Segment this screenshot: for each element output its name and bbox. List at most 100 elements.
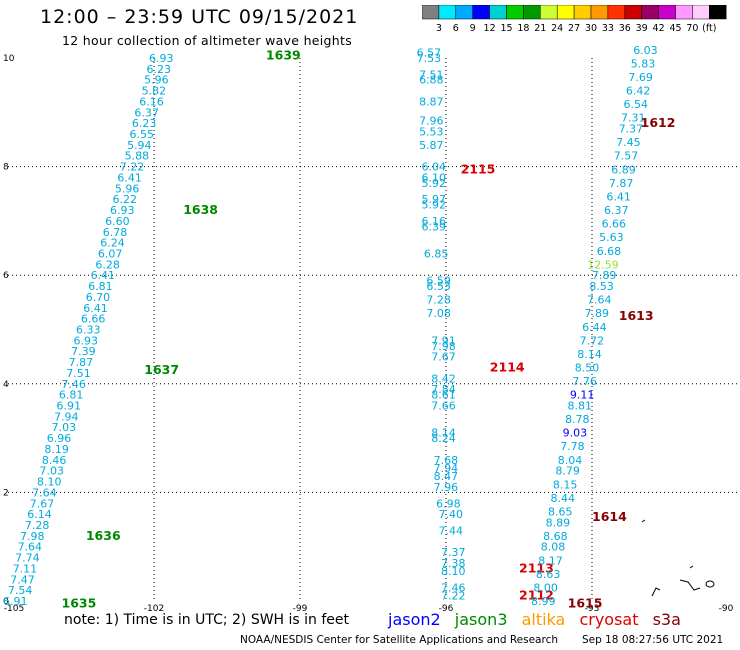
swh-value-label: 7.84 xyxy=(431,383,456,396)
pass-id-label: 1635 xyxy=(62,596,97,611)
swh-value-label: 6.07 xyxy=(98,247,123,260)
swh-value-label: 7.28 xyxy=(25,519,50,532)
swh-value-label: 5.87 xyxy=(419,139,444,152)
x-tick-label: -96 xyxy=(439,604,454,612)
swh-value-label: 8.81 xyxy=(568,400,593,413)
swh-value-label: 5.53 xyxy=(419,125,444,138)
y-tick-label: 6 xyxy=(3,271,9,281)
swh-value-label: 6.23 xyxy=(147,63,172,76)
swh-value-label: 6.53 xyxy=(426,280,451,293)
swh-value-label: 6.85 xyxy=(424,247,449,260)
pass-id-label: 2112 xyxy=(519,588,554,603)
swh-value-label: 6.39 xyxy=(422,220,447,233)
swh-value-label: 6.98 xyxy=(436,497,461,510)
swh-value-label: 7.68 xyxy=(434,454,459,467)
swh-value-label: 8.47 xyxy=(434,470,459,483)
swh-value-label: 5.82 xyxy=(142,85,167,98)
swh-value-label: 6.70 xyxy=(86,291,111,304)
pass-id-label: 2114 xyxy=(490,360,525,375)
swh-value-label: 7.94 xyxy=(54,410,79,423)
swh-value-label: 5.63 xyxy=(599,231,624,244)
x-tick-label: -105 xyxy=(4,604,24,612)
colorbar-label: 15 xyxy=(500,23,512,34)
swh-value-label: 7.54 xyxy=(8,584,33,597)
swh-value-label: 8.10 xyxy=(441,565,466,578)
swh-value-label: 6.42 xyxy=(626,85,651,98)
x-tick-label: -90 xyxy=(719,604,734,612)
swh-value-label: 8.44 xyxy=(550,492,575,505)
swh-value-label: 7.74 xyxy=(15,552,40,565)
swh-value-label: 8.17 xyxy=(538,554,563,567)
colorbar: 3 6 9 12 15 18 21 24 27 30 33 36 39 42 45 70 (ft) xyxy=(422,5,727,34)
swh-value-label: 8.65 xyxy=(548,505,573,518)
swh-value-label: 6.93 xyxy=(149,52,174,65)
swh-value-label: 5.94 xyxy=(127,139,152,152)
swh-value-label: 6.96 xyxy=(47,432,72,445)
pass-id-label: 1637 xyxy=(144,362,179,377)
y-tick-label: 8 xyxy=(3,163,9,173)
swh-value-label: 8.87 xyxy=(419,95,444,108)
swh-value-label: 8.19 xyxy=(44,443,69,456)
coastline xyxy=(651,587,661,597)
swh-value-label: 8.42 xyxy=(431,372,456,385)
swh-value-label: 7.44 xyxy=(439,524,464,537)
swh-value-label: 6.16 xyxy=(422,215,447,228)
swh-value-label: 7.45 xyxy=(616,136,641,149)
footer-note: note: 1) Time is in UTC; 2) SWH is in fe… xyxy=(64,612,350,628)
colorbar-label: 6 xyxy=(453,23,459,34)
swh-value-label: 7.98 xyxy=(20,530,45,543)
swh-value-label: 8.04 xyxy=(558,454,583,467)
swh-value-label: 6.22 xyxy=(112,193,137,206)
swh-value-label: 5.92 xyxy=(422,177,447,190)
swh-value-label: 7.40 xyxy=(439,508,464,521)
swh-value-label: 7.66 xyxy=(431,400,456,413)
y-tick-label: 4 xyxy=(3,380,9,390)
colorbar-label: 42 xyxy=(653,23,665,34)
swh-value-label: 7.37 xyxy=(441,546,466,559)
swh-value-label: 7.22 xyxy=(441,590,466,603)
y-tick-label: 10 xyxy=(3,54,15,64)
y-tick-label: 0 xyxy=(3,597,9,607)
swh-value-label: 6.93 xyxy=(74,334,99,347)
swh-value-label: 6.93 xyxy=(110,204,135,217)
swh-value-label: 7.31 xyxy=(621,112,646,125)
swh-value-label: 8.24 xyxy=(431,432,456,445)
swh-value-label: 6.41 xyxy=(606,190,631,203)
colorbar-label: (ft) xyxy=(702,23,716,34)
swh-value-label: 6.14 xyxy=(27,508,52,521)
coastline xyxy=(679,579,701,591)
colorbar-label: 45 xyxy=(669,23,681,34)
swh-value-label: 8.99 xyxy=(531,595,556,608)
swh-value-label: 6.66 xyxy=(602,218,627,231)
swh-value-label: 7.08 xyxy=(426,307,451,320)
swh-value-label: 8.79 xyxy=(555,465,580,478)
swh-value-label: 7.51 xyxy=(419,68,444,81)
swh-value-label: 6.24 xyxy=(100,237,125,250)
colorbar-label: 24 xyxy=(551,23,563,34)
colorbar-label: 3 xyxy=(436,23,442,34)
pass-id-label: 1612 xyxy=(641,115,676,130)
swh-value-label: 7.91 xyxy=(431,334,456,347)
swh-value-label: 6.41 xyxy=(91,269,116,282)
legend-s3a: s3a xyxy=(652,610,681,629)
swh-value-label: 7.03 xyxy=(52,421,77,434)
swh-value-label: 7.37 xyxy=(619,123,644,136)
colorbar-label: 9 xyxy=(470,23,476,34)
swh-value-label: 6.91 xyxy=(3,595,28,608)
swh-value-label: 7.53 xyxy=(417,52,442,65)
swh-value-label: 6.81 xyxy=(59,389,84,402)
swh-value-label: 6.44 xyxy=(582,321,607,334)
pass-id-label: 1613 xyxy=(619,308,654,323)
x-tick-label: -102 xyxy=(144,604,164,612)
swh-value-label: 7.11 xyxy=(13,562,38,575)
coastline xyxy=(689,565,694,569)
swh-value-label: 6.37 xyxy=(134,106,159,119)
swh-value-label: 6.78 xyxy=(103,226,128,239)
swh-value-label: 7.57 xyxy=(614,150,639,163)
pass-id-label: 1614 xyxy=(592,509,627,524)
swh-value-label: 6.37 xyxy=(604,204,629,217)
swh-value-label: 8.61 xyxy=(431,389,456,402)
swh-value-label: 7.46 xyxy=(61,378,86,391)
pass-id-label: 2113 xyxy=(519,560,554,575)
legend-jason2: jason2 xyxy=(388,610,441,629)
